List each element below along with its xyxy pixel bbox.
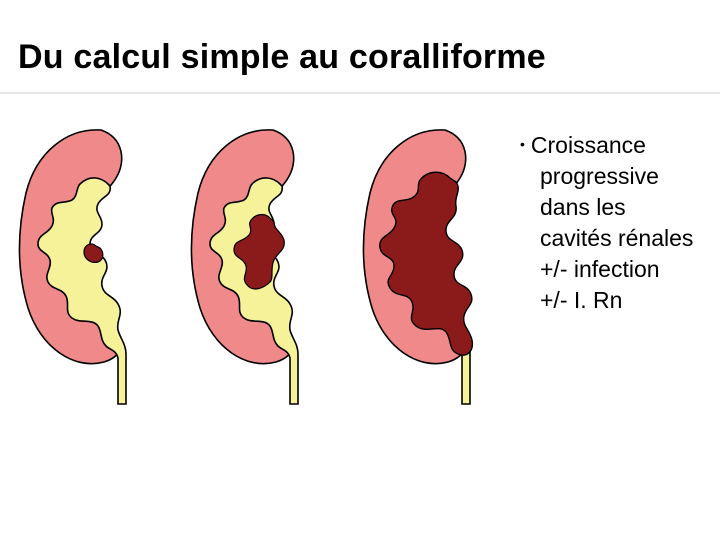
bullet-line-5: +/- infection [520,254,710,285]
bullet-line-4: cavités rénales [520,223,710,254]
bullet-dot-icon: • [520,130,531,158]
bullet-line-2: progressive [520,161,710,192]
bullet-item-1: • Croissance [520,130,710,161]
kidney-stage-2 [178,118,350,408]
bullet-list: • Croissance progressive dans les cavité… [520,130,710,316]
bullet-line-3: dans les [520,192,710,223]
slide-title: Du calcul simple au coralliforme [18,38,546,77]
kidney-stage-3 [350,118,522,408]
kidney-stage-1 [6,118,178,408]
bullet-line-6: +/- I. Rn [520,285,710,316]
bullet-line-1: Croissance [531,130,646,161]
kidney-diagram-row [6,118,522,408]
title-divider [0,92,720,94]
